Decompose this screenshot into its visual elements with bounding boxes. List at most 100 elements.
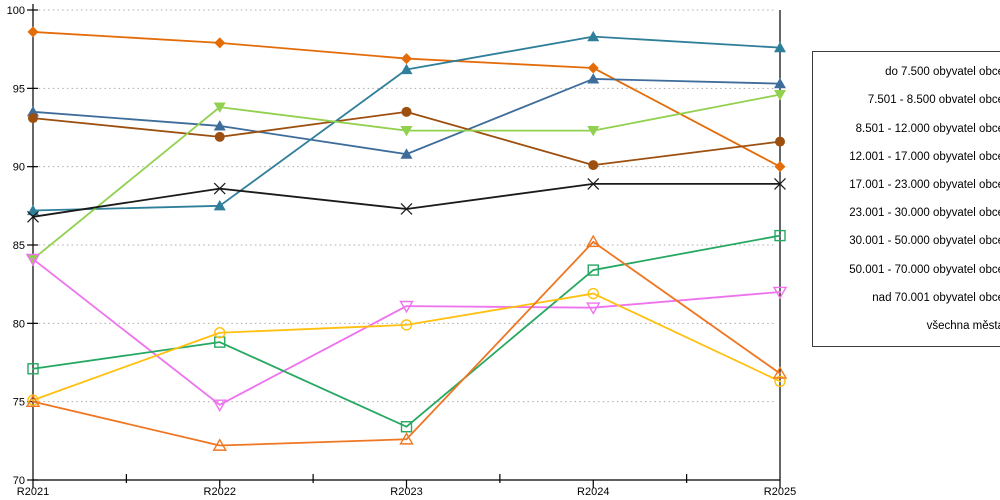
x-tick-label: R2025 xyxy=(764,486,796,498)
legend-item-label: všechna města xyxy=(926,319,1000,332)
x-axis-ticks: R2021 R2022 R2023 R2024 R2025 xyxy=(17,474,796,498)
data-point-marker xyxy=(399,432,414,445)
legend-item: do 7.500 obyvatel obce xyxy=(813,58,1000,86)
series-2 xyxy=(28,106,785,171)
series-line xyxy=(32,182,781,218)
data-point-marker xyxy=(586,302,601,315)
data-point-marker xyxy=(400,319,413,331)
legend-item: nad 70.001 obyvatel obce xyxy=(813,284,1000,312)
data-point-marker xyxy=(212,438,227,451)
data-point-marker xyxy=(25,394,41,407)
data-point-marker xyxy=(399,300,414,314)
x-tick-label: R2023 xyxy=(390,486,422,498)
legend-item: 17.001 - 23.000 obyvatel obce xyxy=(813,171,1000,199)
data-point-marker xyxy=(213,102,226,113)
series-line xyxy=(32,93,781,261)
data-point-marker xyxy=(212,399,227,413)
data-point-marker xyxy=(400,148,413,159)
data-point-marker xyxy=(587,62,599,74)
data-point-marker xyxy=(774,161,786,173)
series-9 xyxy=(27,177,786,223)
data-point-marker xyxy=(587,287,599,300)
legend-item: 30.001 - 50.000 obyvatel obce xyxy=(813,227,1000,255)
legend-item: 23.001 - 30.000 obyvatel obce xyxy=(813,199,1000,227)
data-point-marker xyxy=(27,210,39,223)
data-point-marker xyxy=(586,234,601,248)
legend-item: všechna města xyxy=(813,312,1000,340)
data-point-marker xyxy=(774,41,786,53)
y-tick-label: 70 xyxy=(13,475,25,487)
series-6 xyxy=(27,229,786,433)
data-point-marker xyxy=(587,30,600,42)
legend-item-label: 12.001 - 17.000 obyvatel obce xyxy=(849,150,1000,163)
series-7 xyxy=(27,287,786,406)
data-point-marker xyxy=(27,26,39,38)
gridlines xyxy=(34,9,776,403)
data-point-marker xyxy=(774,77,786,89)
y-tick-label: 95 xyxy=(13,83,25,95)
data-point-marker xyxy=(775,136,785,147)
series-0 xyxy=(27,26,786,173)
data-point-marker xyxy=(587,126,600,137)
data-point-marker xyxy=(400,203,413,215)
axes xyxy=(32,4,781,481)
data-point-marker xyxy=(400,421,413,433)
legend-item-label: do 7.500 obyvatel obce xyxy=(885,66,1000,79)
y-tick-label: 80 xyxy=(13,318,25,330)
legend-item: 7.501 - 8.500 obvatel obce xyxy=(813,86,1000,114)
data-point-marker xyxy=(213,120,226,131)
data-point-marker xyxy=(401,53,412,65)
data-point-marker xyxy=(25,253,41,267)
y-axis-ticks: 70 75 80 85 90 95 100 xyxy=(7,5,38,487)
data-point-marker xyxy=(587,73,600,84)
legend-item-label: 7.501 - 8.500 obvatel obce xyxy=(867,94,1000,107)
legend-item-label: 17.001 - 23.000 obyvatel obce xyxy=(849,178,1000,191)
x-tick-label: R2021 xyxy=(17,486,49,498)
legend-item: 50.001 - 70.000 obyvatel obce xyxy=(813,255,1000,283)
data-point-marker xyxy=(772,366,788,379)
series-1 xyxy=(27,73,786,159)
data-point-marker xyxy=(774,375,786,387)
legend-item-label: 8.501 - 12.000 obyvatel obce xyxy=(855,122,1000,135)
x-tick-label: R2022 xyxy=(204,486,236,498)
legend-item: 12.001 - 17.000 obyvatel obce xyxy=(813,143,1000,171)
data-point-marker xyxy=(400,126,413,137)
series-5 xyxy=(25,253,788,413)
legend: do 7.500 obyvatel obce 7.501 - 8.500 obva… xyxy=(812,51,1000,347)
data-point-marker xyxy=(27,204,39,216)
legend-item-label: 30.001 - 50.000 obyvatel obce xyxy=(849,235,1000,248)
data-point-marker xyxy=(213,182,226,195)
data-point-marker xyxy=(774,90,786,101)
data-point-marker xyxy=(401,106,412,117)
y-tick-label: 90 xyxy=(13,162,25,174)
series-line xyxy=(32,292,781,402)
legend-item: 8.501 - 12.000 obyvatel obce xyxy=(813,114,1000,142)
data-point-marker xyxy=(28,113,38,124)
data-point-marker xyxy=(772,286,788,300)
data-point-marker xyxy=(774,177,786,190)
series-line xyxy=(32,234,781,428)
series-line xyxy=(32,240,781,447)
legend-item-label: 23.001 - 30.000 obyvatel obce xyxy=(849,207,1000,220)
data-point-marker xyxy=(214,131,225,142)
data-point-marker xyxy=(27,106,39,117)
data-point-marker xyxy=(214,327,226,339)
series-line xyxy=(32,31,781,168)
series-line xyxy=(32,258,781,406)
y-tick-label: 85 xyxy=(13,240,25,252)
data-point-marker xyxy=(214,37,226,49)
x-tick-label: R2024 xyxy=(577,486,609,498)
legend-item-label: nad 70.001 obyvatel obce xyxy=(872,291,1000,304)
data-point-marker xyxy=(213,200,226,211)
data-point-marker xyxy=(27,363,39,375)
data-point-marker xyxy=(587,177,600,190)
series-3 xyxy=(27,30,786,216)
y-tick-label: 75 xyxy=(13,397,25,409)
legend-item-label: 50.001 - 70.000 obyvatel obce xyxy=(849,263,1000,276)
data-point-marker xyxy=(588,160,599,171)
data-point-marker xyxy=(774,229,786,242)
data-point-marker xyxy=(400,63,413,75)
data-point-marker xyxy=(587,264,599,276)
